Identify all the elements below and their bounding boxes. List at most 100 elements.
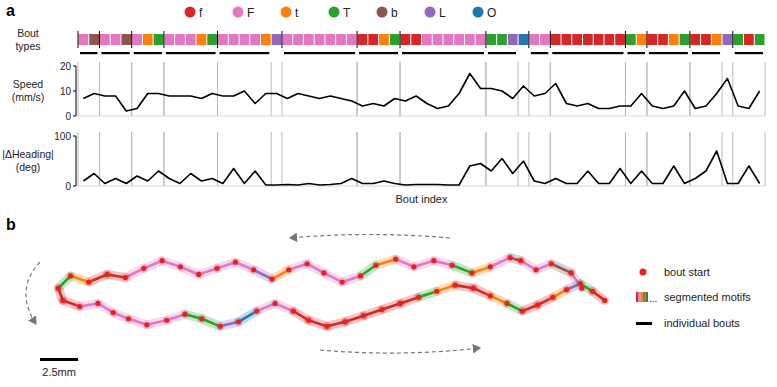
legend-swatch (281, 7, 292, 18)
bout-start (518, 258, 523, 263)
motif-boundary (357, 31, 358, 48)
panel-label: a (6, 2, 15, 19)
bout-type-cell (100, 34, 110, 45)
motif-boundary (646, 62, 647, 116)
motif-boundary (357, 62, 358, 116)
bout-type-cell (79, 34, 89, 45)
motif-boundary (550, 31, 551, 48)
bout-start (549, 261, 554, 266)
bout-start (218, 324, 223, 329)
motif-boundary (271, 132, 272, 186)
plot-area (83, 74, 759, 112)
motif-bar (552, 52, 623, 54)
bout-start (340, 279, 345, 284)
bout-start (411, 264, 416, 269)
bout-type-cell (562, 34, 572, 45)
y-tick (73, 116, 76, 117)
bout-start (95, 301, 100, 306)
motif-boundary (357, 132, 358, 186)
motif-boundary (99, 31, 100, 48)
bout-type-cell (583, 34, 593, 45)
bout-type-cell (250, 34, 260, 45)
bout-start (126, 316, 131, 321)
motif-boundary (625, 132, 626, 186)
bout-start (305, 261, 310, 266)
bout-start (471, 286, 476, 291)
motif-boundary (485, 132, 486, 186)
bout-type-cell (637, 34, 647, 45)
legend-swatch (185, 7, 196, 18)
y-tick (73, 186, 76, 187)
bout-start (164, 318, 169, 323)
motif-bar (101, 52, 129, 54)
legend-label: f (199, 6, 203, 20)
bout-start (398, 301, 403, 306)
bout-start (358, 273, 363, 278)
bout-start (60, 298, 65, 303)
axis-label: Bouttypes (15, 27, 40, 52)
bout-start (199, 316, 204, 321)
key-label: individual bouts (664, 317, 740, 329)
bout-type-cell (325, 34, 335, 45)
bout-start (453, 283, 458, 288)
bout-start (141, 266, 146, 271)
bout-type-cell (647, 34, 657, 45)
bout-type-cell (368, 34, 378, 45)
motif-boundary (131, 62, 132, 116)
motif-boundary (217, 31, 218, 48)
motif-boundary (689, 132, 690, 186)
bout-start (535, 302, 540, 307)
bout-type-cell (315, 34, 325, 45)
legend-swatch (233, 7, 244, 18)
direction-arrow (320, 348, 480, 353)
bout-type-cell (486, 34, 496, 45)
motif-boundary (765, 62, 766, 116)
motif-boundary (732, 132, 733, 186)
bout-start (144, 322, 149, 327)
bout-start (269, 276, 274, 281)
axis-label: Bout index (396, 193, 448, 205)
bout-type-cell (626, 34, 636, 45)
key-swatch (643, 292, 645, 302)
motif-boundary (99, 62, 100, 116)
motif-boundary (99, 62, 100, 116)
motif-boundary (217, 132, 218, 186)
bout-type-cell (701, 34, 711, 45)
motif-boundary (400, 31, 401, 48)
motif-bar (402, 52, 484, 54)
bout-type-cell (476, 34, 486, 45)
bout-type-cell (422, 34, 432, 45)
bout-start (214, 266, 219, 271)
bout-start (450, 263, 455, 268)
motif-boundary (625, 62, 626, 116)
key-label: segmented motifs (664, 291, 751, 303)
bout-type-cell (669, 34, 679, 45)
bout-type-cell (304, 34, 314, 45)
bout-start (520, 308, 525, 313)
bout-type-cell (433, 34, 443, 45)
motif-bar (488, 52, 516, 54)
bout-type-cell (712, 34, 722, 45)
motif-boundary (528, 62, 529, 116)
legend-label: b (391, 6, 398, 20)
trajectory-area (56, 255, 608, 329)
bout-type-cell (132, 34, 142, 45)
bout-start (105, 272, 110, 277)
key-swatch (636, 322, 652, 325)
bout-type-cell (111, 34, 121, 45)
motif-boundary (400, 62, 401, 116)
figure: abfFtTbLOBouttypes01020Speed(mm/s)0100|Δ… (0, 0, 777, 387)
bout-start (379, 307, 384, 312)
key-swatch (646, 292, 648, 302)
bout-start (86, 279, 91, 284)
motif-bar (220, 52, 270, 54)
bout-type-cell (465, 34, 475, 45)
bout-type-cell (615, 34, 625, 45)
bout-type-cell (551, 34, 561, 45)
motif-boundary (400, 132, 401, 186)
motif-boundary (163, 31, 164, 48)
key-swatch (641, 292, 643, 302)
key-swatch (636, 292, 638, 302)
legend-label: O (487, 6, 496, 20)
motif-bar (692, 52, 720, 54)
